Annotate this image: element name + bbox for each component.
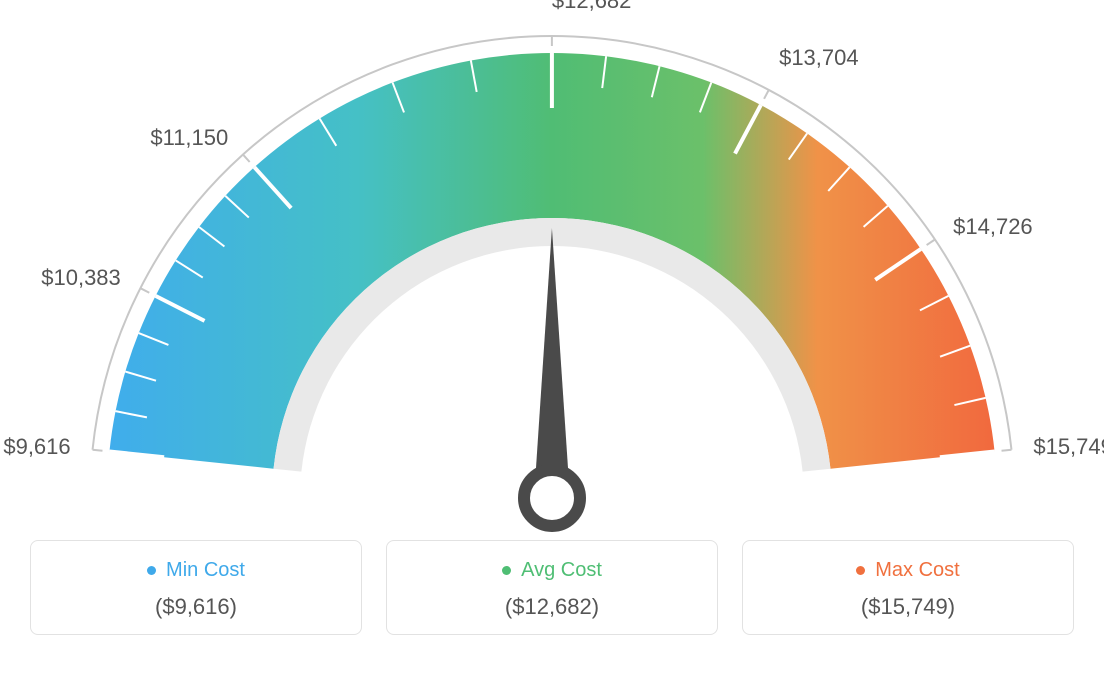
- legend-card-max: Max Cost ($15,749): [742, 540, 1074, 635]
- legend-title-text: Min Cost: [166, 559, 245, 582]
- legend-dot-avg: [502, 566, 511, 575]
- legend-title-text: Max Cost: [875, 559, 959, 582]
- legend-value-min: ($9,616): [41, 594, 351, 620]
- legend-value-max: ($15,749): [753, 594, 1063, 620]
- legend-card-avg: Avg Cost ($12,682): [386, 540, 718, 635]
- gauge-tick-label: $9,616: [3, 434, 70, 460]
- legend-row: Min Cost ($9,616) Avg Cost ($12,682) Max Cos…: [0, 540, 1104, 635]
- gauge-tick-label: $15,749: [1033, 434, 1104, 460]
- gauge-tick-label: $10,383: [41, 265, 121, 291]
- gauge-tick-label: $14,726: [953, 214, 1033, 240]
- gauge-tick-label: $12,682: [552, 0, 632, 14]
- legend-title-min: Min Cost: [147, 559, 245, 582]
- legend-card-min: Min Cost ($9,616): [30, 540, 362, 635]
- legend-title-max: Max Cost: [856, 559, 959, 582]
- gauge-needle: [534, 228, 570, 498]
- gauge-tick-label: $11,150: [150, 125, 228, 151]
- gauge-tick-label: $13,704: [779, 45, 859, 71]
- legend-title-text: Avg Cost: [521, 559, 602, 582]
- legend-dot-min: [147, 566, 156, 575]
- legend-title-avg: Avg Cost: [502, 559, 602, 582]
- legend-value-avg: ($12,682): [397, 594, 707, 620]
- cost-gauge-chart: $9,616 $10,383 $11,150 $12,682 $13,704 $14,72…: [0, 0, 1104, 690]
- gauge-needle-hub: [524, 470, 580, 526]
- gauge-area: $9,616 $10,383 $11,150 $12,682 $13,704 $14,72…: [0, 0, 1104, 540]
- legend-dot-max: [856, 566, 865, 575]
